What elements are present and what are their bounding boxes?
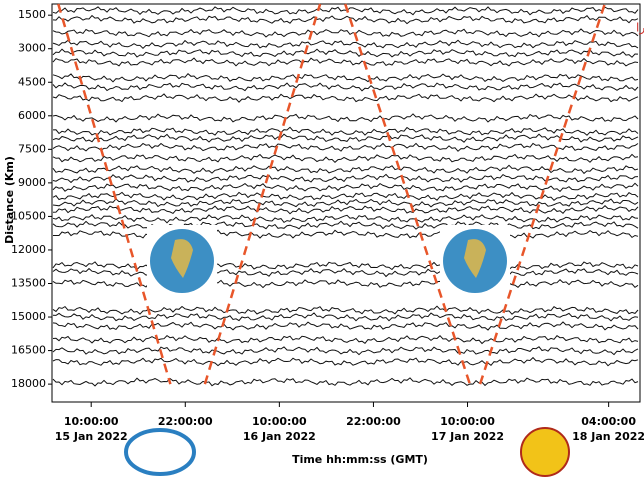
x-tick-label: 22:00:00	[158, 415, 213, 428]
y-tick-label: 18000	[11, 377, 46, 390]
trace	[52, 305, 639, 315]
trace	[52, 220, 639, 230]
chart-title: الموجات التضاغطية الناتجة عن انفجار البر…	[636, 21, 644, 36]
trace	[52, 356, 639, 367]
x-tick-label: 10:00:00	[252, 415, 307, 428]
x-tick-label: 10:00:00	[64, 415, 119, 428]
trace	[52, 346, 639, 356]
trace	[52, 182, 639, 193]
y-tick-label: 10500	[11, 209, 46, 222]
trace	[52, 173, 639, 184]
x-tick-label: 22:00:00	[346, 415, 401, 428]
trace	[52, 260, 639, 271]
trace	[52, 48, 639, 58]
x-axis-label: Time hh:mm:ss (GMT)	[292, 453, 428, 466]
x-date-label: 16 Jan 2022	[243, 430, 316, 443]
y-tick-label: 1500	[18, 8, 46, 21]
trace	[52, 267, 639, 278]
y-axis-label: Distance (Km)	[3, 156, 16, 244]
x-date-label: 17 Jan 2022	[431, 430, 504, 443]
arrival-line	[203, 3, 322, 385]
x-date-label: 18 Jan 2022	[572, 430, 644, 443]
y-tick-label: 3000	[18, 42, 46, 55]
trace	[52, 72, 639, 83]
trace	[52, 321, 639, 331]
logo	[124, 428, 196, 476]
y-tick-label: 9000	[18, 176, 46, 189]
trace	[52, 153, 639, 163]
trace	[52, 377, 639, 387]
y-tick-label: 4500	[18, 75, 46, 88]
trace	[52, 28, 639, 38]
logo	[520, 427, 570, 477]
trace	[52, 6, 639, 16]
arrival-line	[344, 3, 472, 385]
trace	[52, 205, 639, 215]
trace	[52, 198, 639, 208]
y-tick-label: 13500	[11, 276, 46, 289]
x-date-label: 15 Jan 2022	[55, 430, 128, 443]
trace	[52, 14, 639, 25]
arrival-line	[478, 3, 606, 385]
trace	[52, 93, 639, 103]
globe	[147, 225, 217, 297]
trace	[52, 312, 639, 322]
trace	[52, 126, 639, 136]
y-tick-label: 6000	[18, 109, 46, 122]
y-tick-label: 15000	[11, 310, 46, 323]
trace	[52, 214, 639, 224]
trace	[52, 164, 639, 175]
trace	[52, 133, 639, 143]
trace	[52, 82, 639, 92]
trace	[52, 142, 639, 152]
trace	[52, 39, 639, 49]
trace	[52, 334, 639, 345]
arrival-line	[57, 3, 172, 385]
trace	[52, 113, 639, 123]
trace	[52, 191, 639, 201]
x-tick-label: 04:00:00	[581, 415, 636, 428]
y-tick-label: 16500	[11, 344, 46, 357]
y-tick-label: 12000	[11, 243, 46, 256]
x-tick-label: 10:00:00	[440, 415, 495, 428]
globe	[440, 225, 510, 297]
trace	[52, 57, 639, 67]
y-tick-label: 7500	[18, 142, 46, 155]
trace	[53, 229, 639, 239]
